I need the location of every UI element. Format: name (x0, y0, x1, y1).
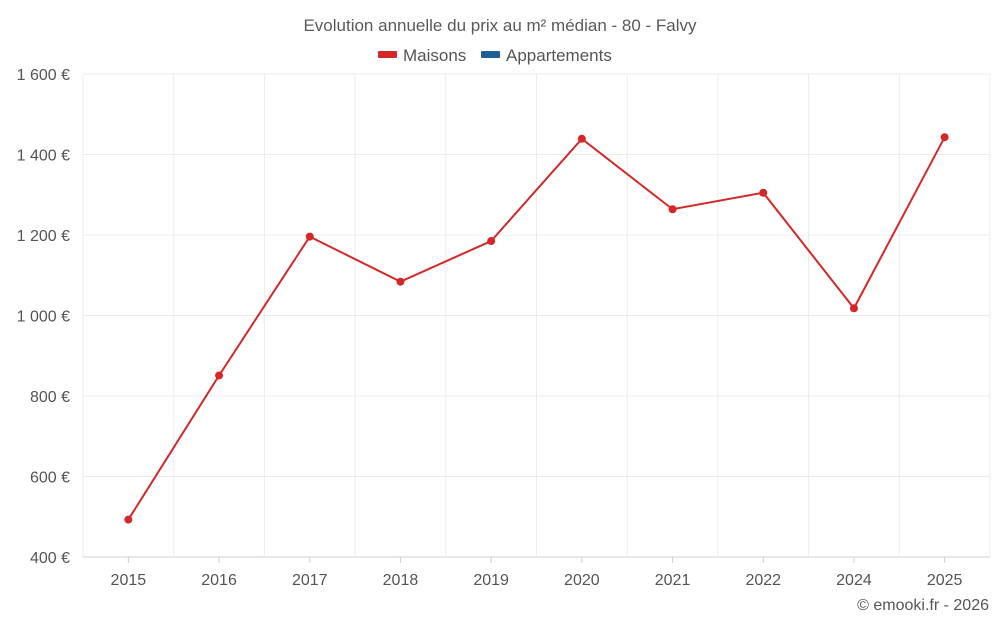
data-point-2015[interactable] (124, 515, 133, 524)
data-point-2017[interactable] (305, 232, 314, 241)
legend-label: Maisons (403, 46, 466, 65)
data-point-2025[interactable] (940, 133, 949, 142)
legend-swatch (378, 51, 397, 58)
y-tick-label: 400 € (30, 550, 70, 567)
x-tick-label: 2019 (473, 572, 509, 589)
data-point-2020[interactable] (577, 134, 586, 143)
chart-legend: Maisons Appartements (378, 46, 612, 65)
x-tick-label: 2022 (745, 572, 781, 589)
credit-text: © emooki.fr - 2026 (857, 597, 989, 614)
data-point-2021[interactable] (668, 205, 677, 214)
y-tick-label: 1 200 € (17, 228, 70, 245)
y-tick-label: 1 000 € (17, 309, 70, 326)
legend-item-appartements[interactable]: Appartements (481, 46, 612, 65)
x-axis: 2015 2016 2017 2018 2019 2020 2021 2022 2024 2025 (111, 557, 963, 589)
x-tick-label: 2024 (836, 572, 872, 589)
y-tick-label: 1 600 € (17, 67, 70, 84)
x-tick-label: 2020 (564, 572, 600, 589)
x-tick-label: 2025 (927, 572, 963, 589)
legend-label: Appartements (506, 46, 612, 65)
x-tick-label: 2021 (655, 572, 691, 589)
chart-title: Evolution annuelle du prix au m² médian … (303, 16, 697, 35)
series-maisons (124, 133, 949, 524)
legend-swatch (481, 51, 500, 58)
y-tick-label: 600 € (30, 470, 70, 487)
y-tick-label: 800 € (30, 389, 70, 406)
x-tick-label: 2015 (111, 572, 147, 589)
x-tick-label: 2016 (201, 572, 237, 589)
data-point-2019[interactable] (487, 237, 496, 246)
series-line-maisons (127, 136, 946, 521)
data-point-2022[interactable] (759, 188, 768, 197)
y-axis: 400 € 600 € 800 € 1 000 € 1 200 € 1 400 € 1 60… (17, 67, 70, 567)
chart-grid (82, 73, 991, 558)
data-point-2016[interactable] (215, 371, 224, 380)
data-point-2018[interactable] (396, 277, 405, 286)
y-tick-label: 1 400 € (17, 148, 70, 165)
x-tick-label: 2018 (383, 572, 419, 589)
data-point-2024[interactable] (849, 304, 858, 313)
series-layer (124, 133, 949, 524)
legend-item-maisons[interactable]: Maisons (378, 46, 466, 65)
x-tick-label: 2017 (292, 572, 328, 589)
